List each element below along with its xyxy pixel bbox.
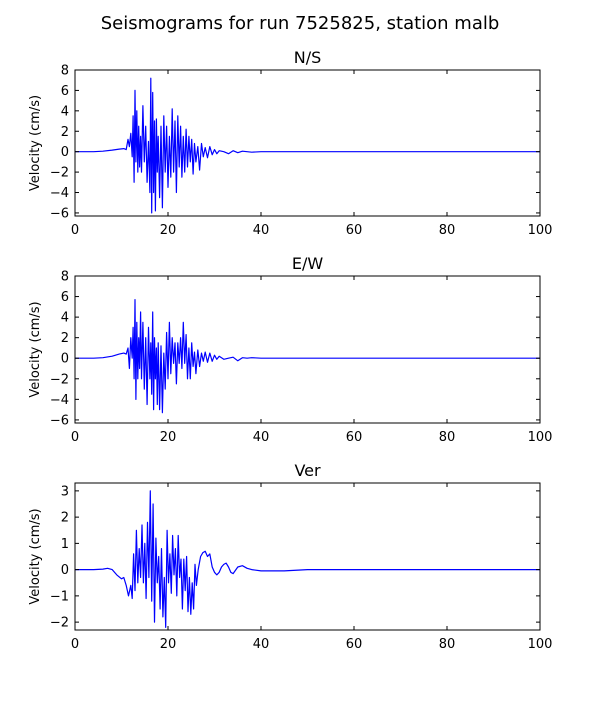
panel-title: E/W <box>292 254 324 273</box>
y-tick-label: 6 <box>61 84 69 99</box>
panel-3: Ver Velocity (cm/s) 0 20 40 60 80 100 −2 −1 0 1 2 3 <box>28 461 552 652</box>
seismogram-trace <box>75 299 540 414</box>
y-tick-label: −2 <box>50 616 69 631</box>
panel-title: Ver <box>294 461 321 480</box>
axes-frame <box>74 482 541 631</box>
y-tick-label: 4 <box>61 311 69 326</box>
y-tick-label: 0 <box>61 563 69 578</box>
x-tick-label: 100 <box>528 637 553 652</box>
y-tick-label: 8 <box>61 64 69 79</box>
x-tick-label: 80 <box>439 430 456 445</box>
figure-title: Seismograms for run 7525825, station mal… <box>101 13 500 34</box>
x-tick-label: 0 <box>71 430 79 445</box>
y-tick-label: 2 <box>61 511 69 526</box>
y-tick-label: 4 <box>61 104 69 119</box>
y-tick-label: 0 <box>61 145 69 160</box>
x-tick-label: 60 <box>346 223 363 238</box>
panel-1: N/S Velocity (cm/s) 0 20 40 60 80 100 −6 −4 −2 0 2 4 6… <box>28 48 552 238</box>
x-tick-label: 60 <box>346 637 363 652</box>
x-tick-label: 80 <box>439 637 456 652</box>
y-axis-label: Velocity (cm/s) <box>28 95 43 191</box>
axes-frame <box>74 69 541 217</box>
x-tick-label: 20 <box>160 637 177 652</box>
axes-frame <box>74 275 541 424</box>
seismogram-trace <box>75 490 540 629</box>
y-tick-label: −6 <box>50 413 69 428</box>
panel-2: E/W Velocity (cm/s) 0 20 40 60 80 100 −6 −4 −2 0 2 4 6… <box>28 254 552 445</box>
x-tick-label: 80 <box>439 223 456 238</box>
y-axis-label: Velocity (cm/s) <box>28 301 43 397</box>
y-tick-label: 3 <box>61 484 69 499</box>
y-tick-label: 2 <box>61 331 69 346</box>
y-tick-label: −2 <box>50 166 69 181</box>
x-tick-label: 40 <box>253 637 270 652</box>
y-tick-label: 1 <box>61 537 69 552</box>
x-tick-label: 20 <box>160 223 177 238</box>
x-tick-label: 40 <box>253 223 270 238</box>
x-tick-label: 100 <box>528 223 553 238</box>
panel-title: N/S <box>294 48 322 67</box>
y-tick-label: 2 <box>61 125 69 140</box>
y-tick-label: −1 <box>50 589 69 604</box>
y-axis-label: Velocity (cm/s) <box>28 508 43 604</box>
x-tick-label: 0 <box>71 223 79 238</box>
y-tick-label: −4 <box>50 186 69 201</box>
x-tick-label: 20 <box>160 430 177 445</box>
y-tick-label: −6 <box>50 206 69 221</box>
x-tick-label: 100 <box>528 430 553 445</box>
y-tick-label: 0 <box>61 352 69 367</box>
y-tick-label: 8 <box>61 270 69 285</box>
seismogram-trace <box>75 77 540 214</box>
y-tick-label: 6 <box>61 290 69 305</box>
y-tick-label: −2 <box>50 372 69 387</box>
x-tick-label: 0 <box>71 637 79 652</box>
x-tick-label: 40 <box>253 430 270 445</box>
y-tick-label: −4 <box>50 393 69 408</box>
x-tick-label: 60 <box>346 430 363 445</box>
